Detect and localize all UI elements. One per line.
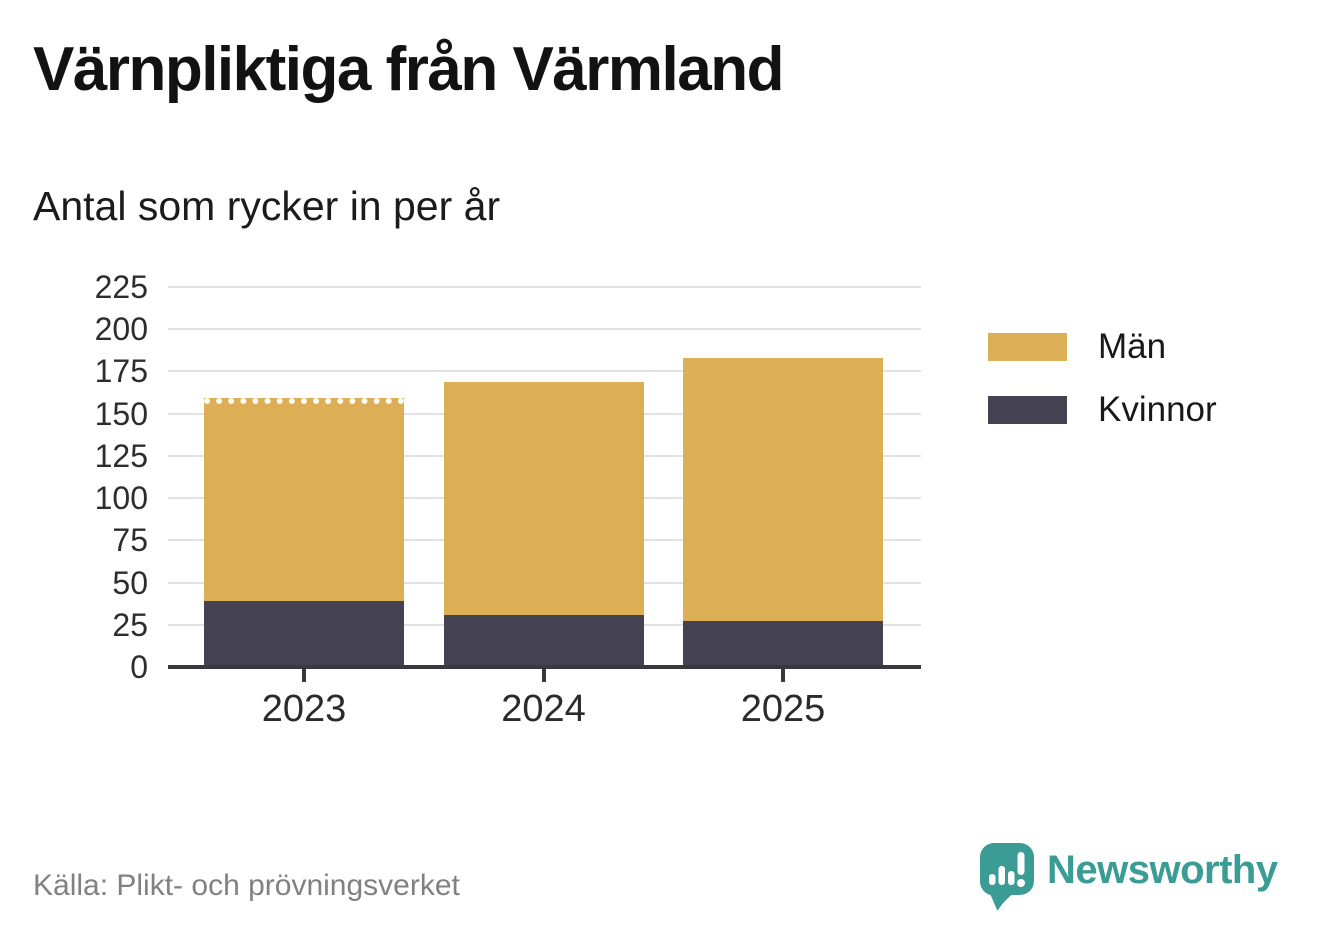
bar-segment-men-2025 xyxy=(683,357,883,622)
newsworthy-bubble-icon xyxy=(980,843,1034,911)
page-title: Värnpliktiga från Värmland xyxy=(33,35,785,104)
x-tick-2024 xyxy=(541,669,546,682)
y-tick-label-0: 0 xyxy=(130,649,148,685)
bar-segment-women-2023 xyxy=(204,601,404,667)
y-tick-label-225: 225 xyxy=(94,269,148,305)
source-note: Källa: Plikt- och prövningsverket xyxy=(33,869,460,902)
legend: Män Kvinnor xyxy=(988,329,1217,455)
x-tick-2023 xyxy=(302,669,306,682)
y-tick-label-175: 175 xyxy=(94,353,148,390)
x-tick-label-2023: 2023 xyxy=(261,688,347,730)
x-tick-2025 xyxy=(781,669,785,682)
chart-subtitle: Antal som rycker in per år xyxy=(33,183,501,229)
y-tick-label-75: 75 xyxy=(112,522,148,559)
bar-segment-men-2024 xyxy=(443,381,644,615)
y-tick-label-50: 50 xyxy=(112,564,148,601)
bar-segment-men-2023 xyxy=(204,398,404,602)
y-tick-label-125: 125 xyxy=(94,437,148,474)
brand-logo: Newsworthy xyxy=(980,843,1278,911)
legend-swatch-men xyxy=(988,332,1067,361)
legend-label-women: Kvinnor xyxy=(1098,390,1217,429)
y-tick-label-25: 25 xyxy=(112,606,148,643)
legend-item-women: Kvinnor xyxy=(988,392,1217,427)
x-tick-label-2025: 2025 xyxy=(740,688,826,730)
brand-name: Newsworthy xyxy=(1047,848,1278,892)
y-tick-label-100: 100 xyxy=(94,480,148,517)
x-axis-line xyxy=(168,665,921,669)
legend-label-men: Män xyxy=(1098,327,1167,366)
x-tick-label-2024: 2024 xyxy=(501,688,586,730)
gridline-175 xyxy=(168,370,921,373)
bar-2023 xyxy=(204,398,404,667)
bar-2024 xyxy=(443,381,644,667)
y-tick-label-200: 200 xyxy=(94,311,148,348)
gridline-200 xyxy=(168,328,921,331)
bar-2025 xyxy=(683,357,883,667)
bar-segment-women-2024 xyxy=(443,614,644,667)
legend-swatch-women xyxy=(988,395,1067,424)
gridline-225 xyxy=(168,286,921,288)
plot-area: 0 25 50 75 100 125 150 175 200 225 2023 2024 2025 xyxy=(95,271,921,728)
legend-item-men: Män xyxy=(988,329,1217,364)
y-tick-label-150: 150 xyxy=(94,395,148,432)
bar-segment-women-2025 xyxy=(683,621,883,667)
